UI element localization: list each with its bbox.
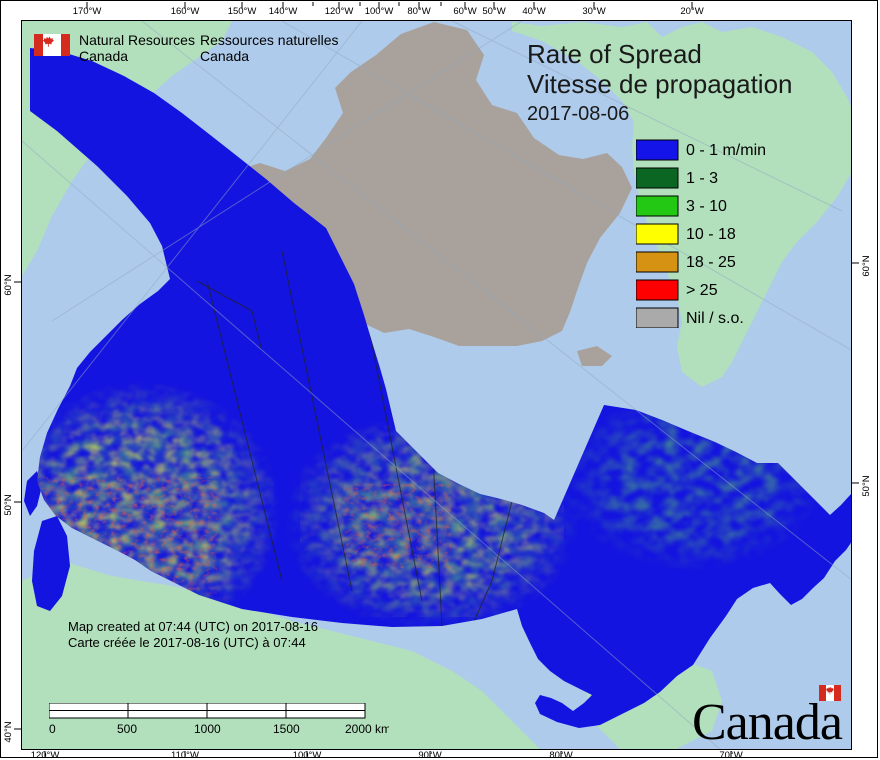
svg-text:170°W: 170°W (73, 6, 102, 17)
svg-text:500: 500 (117, 722, 137, 733)
svg-text:50°N: 50°N (3, 494, 14, 515)
svg-text:70°W: 70°W (719, 750, 742, 759)
svg-text:150°W: 150°W (228, 6, 257, 17)
svg-text:2000: 2000 (345, 722, 372, 733)
svg-text:80°W: 80°W (407, 6, 430, 17)
svg-text:30°W: 30°W (582, 6, 605, 17)
svg-text:50°N: 50°N (861, 475, 872, 496)
svg-text:100°W: 100°W (365, 6, 394, 17)
svg-text:0: 0 (49, 722, 56, 733)
svg-text:60°N: 60°N (3, 274, 14, 295)
svg-text:1000: 1000 (194, 722, 221, 733)
svg-text:80°W: 80°W (549, 750, 572, 759)
svg-text:> 25: > 25 (686, 282, 718, 299)
svg-text:3 - 10: 3 - 10 (686, 198, 727, 215)
svg-text:10 - 18: 10 - 18 (686, 226, 736, 243)
svg-text:120°W: 120°W (31, 750, 60, 759)
svg-text:18 - 25: 18 - 25 (686, 254, 736, 271)
svg-text:60°N: 60°N (861, 255, 872, 276)
svg-text:100°W: 100°W (293, 750, 322, 759)
svg-text:110°W: 110°W (171, 750, 199, 759)
svg-text:Nil / s.o.: Nil / s.o. (686, 310, 744, 327)
svg-text:1 - 3: 1 - 3 (686, 170, 718, 187)
svg-text:40°N: 40°N (3, 721, 14, 742)
svg-text:160°W: 160°W (171, 6, 200, 17)
svg-text:0 - 1 m/min: 0 - 1 m/min (686, 142, 766, 159)
svg-text:140°W: 140°W (269, 6, 298, 17)
svg-text:90°W: 90°W (418, 750, 441, 759)
svg-text:40°W: 40°W (522, 6, 545, 17)
svg-text:20°W: 20°W (680, 6, 703, 17)
svg-text:50°W: 50°W (482, 6, 505, 17)
svg-text:60°W: 60°W (453, 6, 476, 17)
svg-text:120°W: 120°W (325, 6, 354, 17)
svg-text:1500: 1500 (273, 722, 300, 733)
svg-text:km: km (375, 722, 389, 733)
